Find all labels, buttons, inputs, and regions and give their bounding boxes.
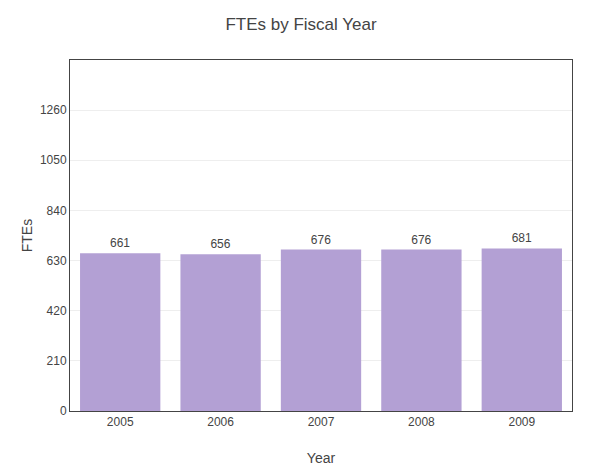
svg-text:2007: 2007: [308, 415, 335, 429]
svg-text:676: 676: [411, 233, 431, 247]
svg-text:1050: 1050: [40, 153, 67, 167]
svg-text:2005: 2005: [107, 415, 134, 429]
svg-text:1260: 1260: [40, 103, 67, 117]
svg-text:681: 681: [512, 231, 532, 245]
svg-text:FTEs: FTEs: [19, 219, 35, 252]
svg-text:630: 630: [47, 254, 67, 268]
svg-text:2008: 2008: [408, 415, 435, 429]
svg-text:840: 840: [47, 204, 67, 218]
svg-text:FTEs by Fiscal Year: FTEs by Fiscal Year: [225, 15, 377, 34]
svg-text:Year: Year: [307, 450, 336, 466]
svg-text:420: 420: [47, 304, 67, 318]
svg-text:2009: 2009: [508, 415, 535, 429]
svg-text:2006: 2006: [207, 415, 234, 429]
svg-text:0: 0: [60, 404, 67, 418]
svg-text:661: 661: [110, 236, 130, 250]
svg-text:656: 656: [210, 237, 230, 251]
svg-text:210: 210: [47, 354, 67, 368]
svg-text:676: 676: [311, 233, 331, 247]
